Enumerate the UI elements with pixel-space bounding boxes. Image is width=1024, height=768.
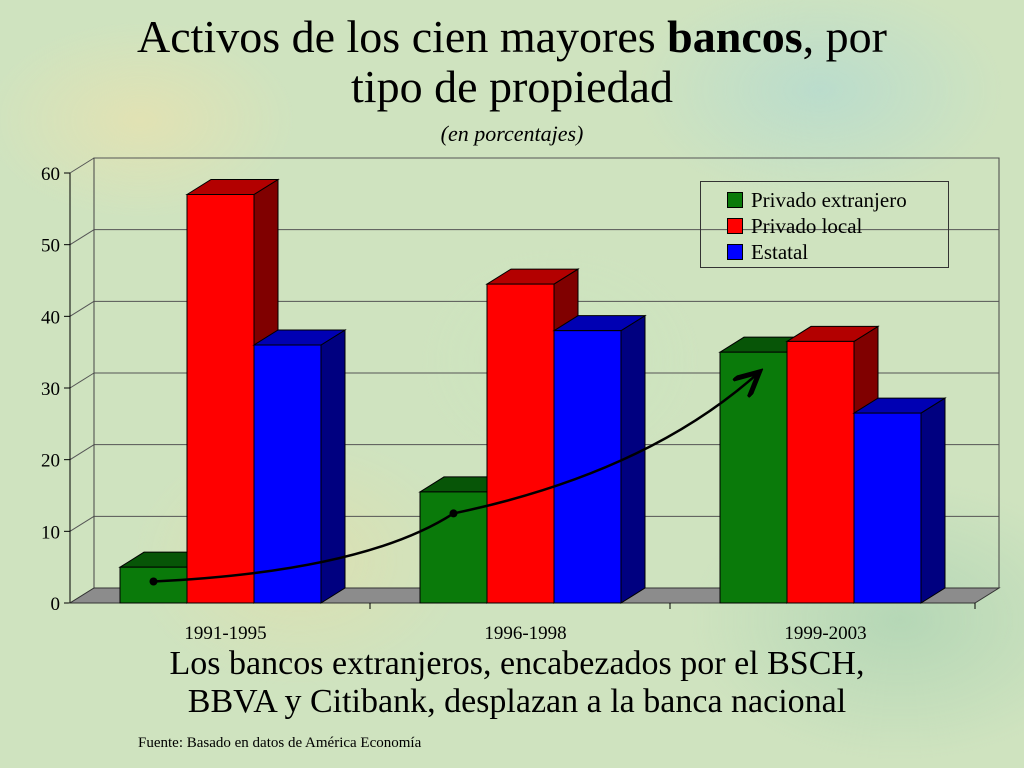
y-tick-label: 60 — [41, 164, 60, 185]
legend-swatch-local — [727, 218, 743, 234]
chart-subtitle: (en porcentajes) — [440, 121, 584, 146]
y-tick-label: 10 — [41, 522, 60, 543]
legend-label-extranjero: Privado extranjero — [751, 187, 907, 212]
caption-line1: Los bancos extranjeros, encabezados por … — [169, 645, 865, 682]
x-tick-label: 1999-2003 — [784, 623, 866, 644]
bar-side — [920, 397, 946, 604]
bar — [253, 344, 322, 604]
gridline-side — [69, 444, 95, 461]
chart-title: Activos de los cien mayores bancos, por … — [0, 12, 1024, 112]
bar — [786, 340, 855, 604]
y-tick-label: 20 — [41, 451, 60, 472]
legend-swatch-estatal — [727, 244, 743, 260]
bar — [553, 330, 622, 604]
y-tick-label: 50 — [41, 236, 60, 257]
caption-line2: BBVA y Citibank, desplazan a la banca na… — [187, 683, 847, 720]
y-tick-label: 0 — [51, 594, 61, 615]
bar — [853, 412, 922, 604]
title-part1: Activos de los cien mayores — [137, 11, 668, 62]
legend-label-local: Privado local — [751, 213, 863, 238]
bar — [186, 194, 255, 604]
x-tick-label: 1991-1995 — [184, 623, 266, 644]
y-tick-label: 40 — [41, 307, 60, 328]
chart-legend: Privado extranjero Privado local Estatal — [700, 181, 949, 268]
title-part2: , por — [802, 11, 887, 62]
bar — [486, 283, 555, 604]
legend-item-estatal: Estatal — [727, 239, 948, 265]
gridline-side — [69, 229, 95, 246]
slide-caption: Los bancos extranjeros, encabezados por … — [0, 645, 1024, 721]
bar — [719, 351, 788, 604]
gridline-side — [69, 515, 95, 532]
legend-label-estatal: Estatal — [751, 239, 809, 264]
gridline-side — [69, 372, 95, 389]
trend-point — [149, 577, 158, 586]
legend-swatch-extranjero — [727, 192, 743, 208]
trend-point — [449, 509, 458, 518]
x-tick-label: 1996-1998 — [484, 623, 566, 644]
source-note: Fuente: Basado en datos de América Econo… — [138, 735, 422, 751]
y-tick-label: 30 — [41, 379, 60, 400]
title-line2: tipo de propiedad — [351, 61, 673, 112]
title-bold: bancos — [667, 11, 803, 62]
gridline-side — [69, 300, 95, 317]
legend-item-extranjero: Privado extranjero — [727, 187, 948, 213]
legend-item-local: Privado local — [727, 213, 948, 239]
gridline-side — [69, 157, 95, 174]
